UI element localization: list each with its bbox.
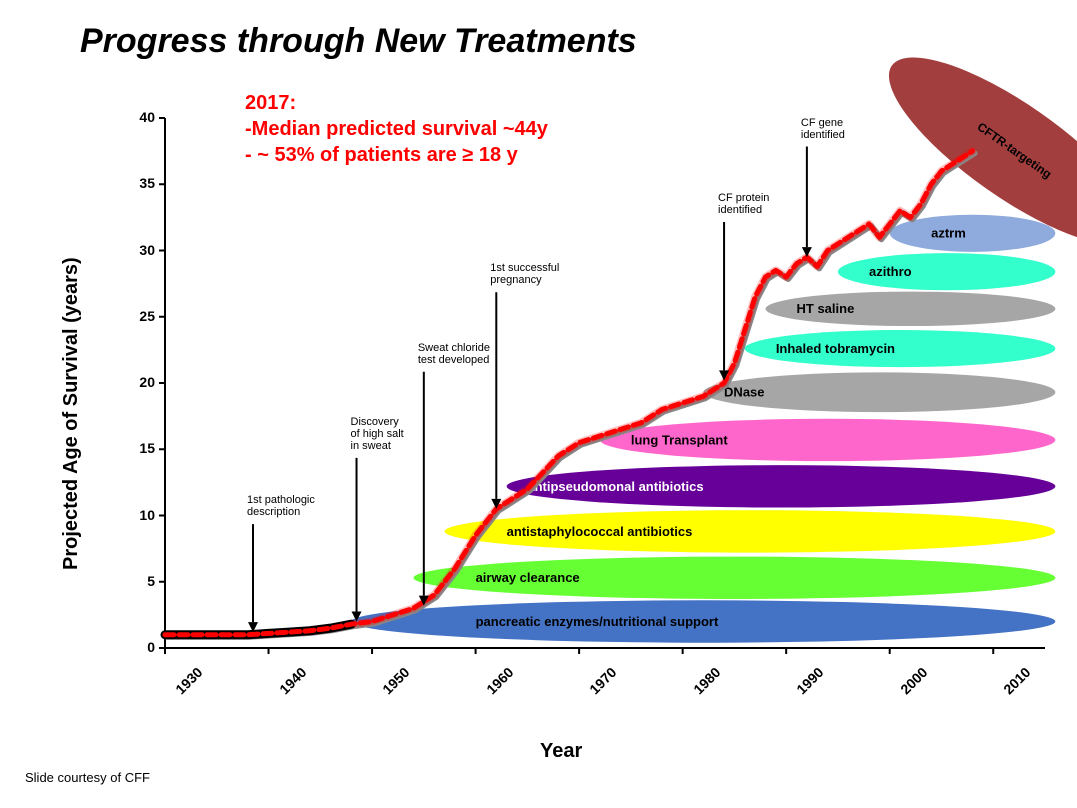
y-tick: 40	[115, 109, 155, 125]
callout-text: 1st pathologicdescription	[247, 494, 315, 518]
y-tick: 25	[115, 308, 155, 324]
y-tick: 0	[115, 639, 155, 655]
callout-text: CF proteinidentified	[718, 192, 769, 216]
treatment-label: Inhaled tobramycin	[776, 341, 895, 356]
treatment-label: pancreatic enzymes/nutritional support	[476, 614, 719, 629]
treatment-label: DNase	[724, 385, 764, 400]
y-tick: 35	[115, 175, 155, 191]
y-tick: 10	[115, 507, 155, 523]
callout-text: Sweat chloridetest developed	[418, 342, 490, 366]
y-tick: 30	[115, 242, 155, 258]
y-tick: 15	[115, 440, 155, 456]
treatment-label: HT saline	[797, 301, 855, 316]
treatment-label: antipseudomonal antibiotics	[527, 479, 703, 494]
treatment-label: azithro	[869, 264, 912, 279]
treatment-label: antistaphylococcal antibiotics	[507, 524, 693, 539]
treatment-label: aztrm	[931, 226, 966, 241]
treatment-label: lung Transplant	[631, 432, 728, 447]
callout-text: CF geneidentified	[801, 117, 845, 141]
y-tick: 20	[115, 374, 155, 390]
callout-text: Discoveryof high saltin sweat	[351, 416, 404, 452]
y-tick: 5	[115, 573, 155, 589]
callout-text: 1st successfulpregnancy	[490, 262, 559, 286]
treatment-label: airway clearance	[476, 570, 580, 585]
